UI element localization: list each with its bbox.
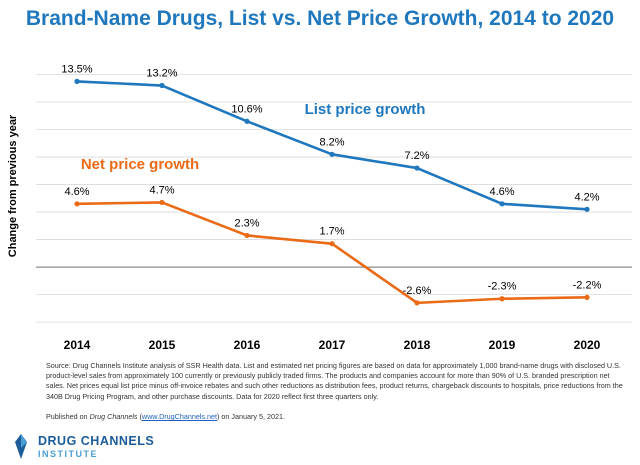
data-label: -2.2% [573,279,602,291]
data-label: 10.6% [231,103,262,115]
data-label: 4.2% [574,191,599,203]
list-price-point [244,118,250,124]
pill-icon [15,434,27,459]
chart-title: Brand-Name Drugs, List vs. Net Price Gro… [25,7,615,30]
published-note: Published on Drug Channels (www.DrugChan… [46,412,285,421]
net-price-point [414,300,420,306]
net-price-point [329,241,335,247]
x-tick-label: 2020 [574,338,601,352]
y-axis-label: Change from previous year [7,114,19,257]
logo-wordmark: DRUG CHANNELS [38,434,155,448]
data-label: 13.5% [61,63,92,75]
x-tick-label: 2017 [319,338,346,352]
list-price-point [159,82,165,89]
data-label: 13.2% [146,68,177,80]
data-label: 1.7% [319,226,344,238]
net-price-point [159,199,165,206]
x-tick-label: 2014 [64,338,91,352]
list-price-point [584,206,590,212]
published-source: Drug Channels [89,412,138,421]
line-chart: 2014 2015 2016 2017 2018 2019 2020 Change from… [7,63,632,352]
net-price-point [244,232,250,239]
list-price-point [414,165,420,171]
list-price-point [329,151,335,157]
net-price-point [74,201,80,207]
data-label: 8.2% [319,136,344,148]
data-label: -2.3% [488,281,517,293]
net-price-point [499,296,505,302]
data-label: -2.6% [403,285,432,297]
source-note: Source: Drug Channels Institute analysis… [46,361,623,401]
logo-subtitle: INSTITUTE [38,449,98,459]
data-label: 2.3% [234,217,259,229]
series-label-list-price: List price growth [305,101,426,118]
x-tick-label: 2016 [234,338,261,352]
net-price-point [584,294,590,300]
data-label: 4.7% [149,184,174,196]
x-tick-label: 2019 [489,338,516,352]
x-tick-label: 2015 [149,338,176,352]
data-label: 4.6% [64,186,89,198]
drug-channels-logo: DRUG CHANNELS INSTITUTE [10,432,154,462]
data-label: 7.2% [404,150,429,162]
drugchannels-link[interactable]: www.DrugChannels.net [141,412,218,421]
x-tick-label: 2018 [404,338,431,352]
series-label-net-price: Net price growth [81,156,199,173]
data-label: 4.6% [489,186,514,198]
list-price-point [499,201,505,207]
list-price-point [74,78,80,84]
